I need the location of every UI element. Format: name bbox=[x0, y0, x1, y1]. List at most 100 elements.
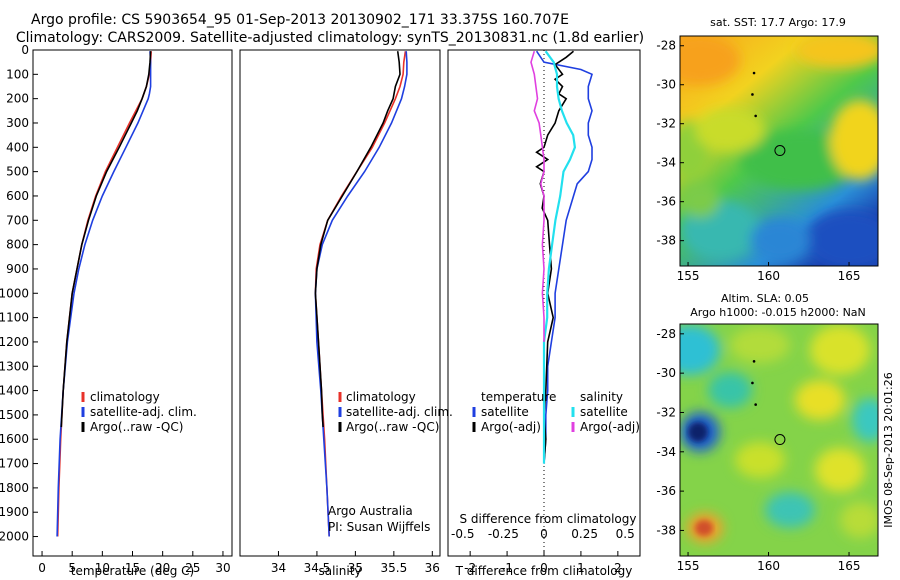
sla-xtick-label: 155 bbox=[677, 559, 700, 573]
sal-xtick-label: 34 bbox=[271, 561, 286, 575]
temp-ytick-label: 400 bbox=[6, 140, 29, 154]
temp-frame bbox=[32, 49, 233, 557]
temp-ytick-label: 1500 bbox=[0, 408, 29, 422]
diff-xlabel: T difference from climatology bbox=[455, 564, 633, 578]
sla-ytick-label: -34 bbox=[656, 445, 676, 459]
diff-xtick-label: -2 bbox=[464, 561, 476, 575]
salinity-panel: 34 34.5 35 35.5 36 salinity climatologysatelli… bbox=[239, 49, 453, 578]
sal-frame bbox=[239, 49, 441, 557]
temp-xtick-label: 30 bbox=[215, 561, 230, 575]
sst-ytick-label: -32 bbox=[656, 117, 676, 131]
temp-ytick-label: 1800 bbox=[0, 481, 29, 495]
sst-map-panel: sat. SST: 17.7 Argo: 17.9 155 160 165 -28 -3… bbox=[656, 16, 879, 283]
diff-x2tick-label: -0.25 bbox=[488, 527, 519, 541]
diff-x2tick-label: 0.5 bbox=[616, 527, 635, 541]
diff-xtick-label: 0 bbox=[540, 561, 548, 575]
sla-map-subtitle: Argo h1000: -0.015 h2000: NaN bbox=[690, 306, 866, 319]
sst-ytick-label: -38 bbox=[656, 234, 676, 248]
diff-legend-title-t: temperature bbox=[481, 390, 556, 404]
sal-legend-label: climatology bbox=[346, 390, 416, 404]
diff-legend-label: satellite bbox=[481, 405, 529, 419]
sal-annotation-org: Argo Australia bbox=[328, 504, 413, 518]
sla-ytick-label: -30 bbox=[656, 366, 676, 380]
temp-ytick-label: 500 bbox=[6, 165, 29, 179]
diff-s-argo-line bbox=[530, 50, 545, 342]
sst-track-point bbox=[752, 71, 756, 75]
sla-ytick-label: -32 bbox=[656, 405, 676, 419]
sla-frame bbox=[679, 323, 879, 557]
diff-legend-title-s: salinity bbox=[580, 390, 623, 404]
temp-ytick-label: 100 bbox=[6, 67, 29, 81]
sla-ytick-label: -28 bbox=[656, 327, 676, 341]
sst-track-point bbox=[751, 93, 754, 96]
sla-map-title: Altim. SLA: 0.05 bbox=[721, 292, 809, 305]
sst-ytick-label: -28 bbox=[656, 39, 676, 53]
temperature-panel: 0 5 10 15 20 25 300100200300400500600700800900… bbox=[0, 43, 233, 578]
temp-legend-label: satellite-adj. clim. bbox=[90, 405, 197, 419]
diff-x2tick-label: 0 bbox=[540, 527, 548, 541]
temp-ytick-label: 1400 bbox=[0, 384, 29, 398]
sst-frame bbox=[679, 35, 879, 267]
sal-climatology-line bbox=[314, 51, 407, 537]
temp-legend-label: climatology bbox=[90, 390, 160, 404]
sla-xtick-label: 165 bbox=[838, 559, 861, 573]
temp-ytick-label: 600 bbox=[6, 189, 29, 203]
temp-ytick-label: 200 bbox=[6, 92, 29, 106]
sla-track-point bbox=[752, 360, 756, 363]
sal-xtick-label: 36 bbox=[425, 561, 440, 575]
diff-t-argo-line bbox=[535, 50, 575, 464]
sal-satellite-line bbox=[314, 51, 408, 537]
sst-track-point bbox=[754, 114, 757, 118]
sst-ytick-label: -36 bbox=[656, 195, 676, 209]
sst-ytick-label: -34 bbox=[656, 156, 676, 170]
sal-xlabel: salinity bbox=[318, 564, 361, 578]
temp-ytick-label: 800 bbox=[6, 238, 29, 252]
figure-title: Argo profile: CS 5903654_95 01-Sep-2013 … bbox=[31, 12, 569, 28]
diff-xtick-label: -1 bbox=[501, 561, 513, 575]
temp-ytick-label: 1100 bbox=[0, 311, 29, 325]
sla-ytick-label: -38 bbox=[656, 523, 676, 537]
temp-ytick-label: 0 bbox=[21, 43, 29, 57]
sla-xtick-label: 160 bbox=[757, 559, 780, 573]
temp-ytick-label: 300 bbox=[6, 116, 29, 130]
diff-x2label: S difference from climatology bbox=[460, 512, 637, 526]
diff-xtick-label: 1 bbox=[577, 561, 585, 575]
temp-xtick-label: 0 bbox=[38, 561, 46, 575]
sst-xtick-label: 155 bbox=[677, 269, 700, 283]
temp-ytick-label: 1900 bbox=[0, 505, 29, 519]
difference-panel: -2 -1 0 1 2T difference from climatology -0.5… bbox=[447, 49, 641, 578]
sla-ytick-label: -36 bbox=[656, 484, 676, 498]
sla-track-point bbox=[751, 381, 754, 385]
temp-xlabel: temperature (deg C) bbox=[71, 564, 194, 578]
temp-ytick-label: 1000 bbox=[0, 286, 29, 300]
temp-xtick-label: 15 bbox=[125, 561, 140, 575]
temp-ytick-label: 700 bbox=[6, 213, 29, 227]
temp-satellite-line bbox=[56, 51, 152, 537]
sst-xtick-label: 165 bbox=[838, 269, 861, 283]
diff-s-satellite-line bbox=[542, 50, 577, 464]
temp-legend-label: Argo(..raw -QC) bbox=[90, 420, 183, 434]
sst-map-title: sat. SST: 17.7 Argo: 17.9 bbox=[710, 16, 846, 29]
diff-xtick-label: 2 bbox=[614, 561, 622, 575]
sal-xtick-label: 35.5 bbox=[380, 561, 407, 575]
temp-xtick-label: 5 bbox=[68, 561, 76, 575]
temp-xtick-label: 10 bbox=[95, 561, 110, 575]
diff-legend-label: satellite bbox=[580, 405, 628, 419]
sst-argo-marker bbox=[774, 145, 786, 157]
sal-legend-label: Argo(..raw -QC) bbox=[346, 420, 439, 434]
sal-legend-label: satellite-adj. clim. bbox=[346, 405, 453, 419]
temp-ytick-label: 1300 bbox=[0, 359, 29, 373]
sst-xtick-label: 160 bbox=[757, 269, 780, 283]
diff-t-satellite-line bbox=[535, 50, 593, 464]
temp-xtick-label: 25 bbox=[185, 561, 200, 575]
diff-x2tick-label: 0.25 bbox=[571, 527, 598, 541]
sal-annotation-pi: PI: Susan Wijffels bbox=[328, 520, 430, 534]
diff-legend-label: Argo(-adj) bbox=[481, 420, 541, 434]
temp-ytick-label: 1700 bbox=[0, 457, 29, 471]
sst-ytick-label: -30 bbox=[656, 78, 676, 92]
sal-xtick-label: 35 bbox=[348, 561, 363, 575]
temp-ytick-label: 900 bbox=[6, 262, 29, 276]
sla-track-point bbox=[754, 403, 757, 406]
sst-heatmap bbox=[680, 36, 878, 266]
